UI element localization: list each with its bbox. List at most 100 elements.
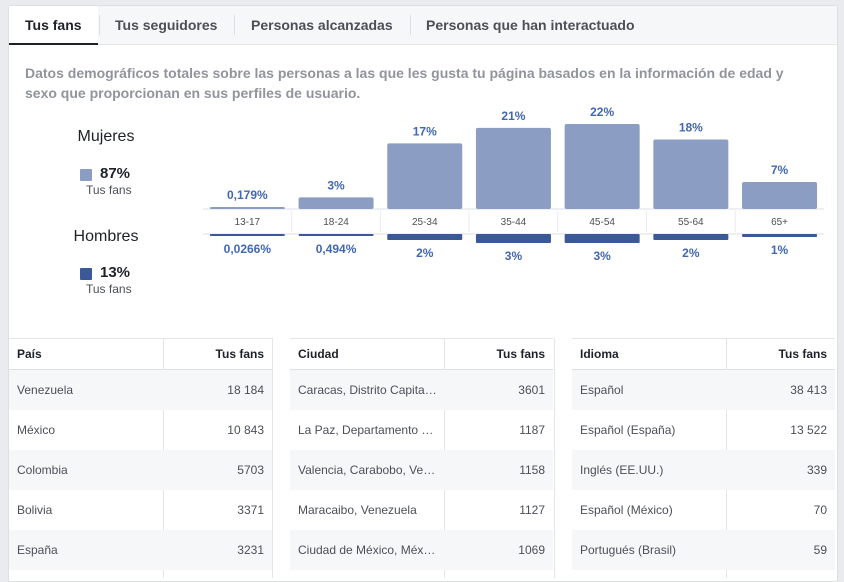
row-label: Portugués (Brasil) (580, 543, 677, 557)
women-bar (564, 124, 640, 209)
row-label: Venezuela (17, 383, 74, 397)
col-header-country[interactable]: País (17, 347, 42, 361)
country-table: País Tus fans Venezuela 18 184 México 10 84… (9, 338, 272, 578)
audience-panel: Tus fans Tus seguidores Personas alcanza… (8, 5, 838, 582)
women-bar-label: 17% (413, 124, 437, 138)
table-header: Ciudad Tus fans (290, 338, 553, 370)
description-text: Datos demográficos totales sobre las per… (25, 65, 784, 101)
row-label: Bolivia (17, 503, 53, 517)
age-tick-label: 65+ (771, 217, 788, 228)
tab-bar: Tus fans Tus seguidores Personas alcanza… (9, 6, 837, 45)
women-bar (209, 207, 285, 209)
row-value: 3231 (237, 543, 264, 557)
tab-tus-seguidores[interactable]: Tus seguidores (115, 17, 218, 33)
women-bar (742, 181, 818, 209)
col-header-fans[interactable]: Tus fans (496, 347, 545, 361)
row-value: 3601 (518, 383, 545, 397)
table-body: Caracas, Distrito Capital, Venezuela 3601… (290, 370, 553, 570)
table-row[interactable]: Español 38 413 (572, 370, 835, 410)
row-value: 10 843 (227, 423, 264, 437)
row-value: 1158 (519, 463, 545, 477)
men-swatch (80, 268, 92, 280)
women-bar-label: 7% (771, 163, 789, 177)
men-bar-label: 3% (505, 249, 523, 263)
row-value: 59 (813, 543, 827, 557)
men-percent: 13% (100, 264, 131, 281)
row-value: 38 413 (790, 383, 827, 397)
age-axis-band (203, 209, 824, 234)
women-bar-label: 22% (590, 105, 614, 119)
table-divider (554, 338, 555, 578)
table-row[interactable]: Maracaibo, Venezuela 1127 (290, 490, 553, 530)
table-header: País Tus fans (9, 338, 272, 370)
city-table: Ciudad Tus fans Caracas, Distrito Capita… (290, 338, 553, 578)
table-row[interactable]: Portugués (Brasil) 59 (572, 530, 835, 570)
table-body: Español 38 413 Español (España) 13 522 Inglé… (572, 370, 835, 570)
women-bar (298, 197, 374, 209)
women-percent: 87% (100, 165, 131, 182)
men-bar (298, 234, 374, 236)
row-value: 18 184 (227, 383, 264, 397)
tab-separator (234, 15, 235, 35)
row-label: Colombia (17, 463, 68, 477)
row-value: 1127 (519, 503, 545, 517)
row-label: Español (España) (580, 423, 676, 437)
table-row[interactable]: Bolivia 3371 (9, 490, 272, 530)
table-row[interactable]: Venezuela 18 184 (9, 370, 272, 410)
women-swatch (80, 169, 92, 181)
row-label: La Paz, Departamento de La Paz, Bolivia (298, 423, 438, 437)
age-tick-label: 25-34 (412, 217, 438, 228)
men-bar (564, 234, 640, 243)
women-bar-label: 3% (327, 178, 345, 192)
row-value: 3371 (237, 503, 264, 517)
col-header-fans[interactable]: Tus fans (215, 347, 264, 361)
table-row[interactable]: Español (España) 13 522 (572, 410, 835, 450)
row-label: Ciudad de México, México (298, 543, 438, 557)
table-row[interactable]: México 10 843 (9, 410, 272, 450)
women-bar-label: 21% (501, 109, 525, 123)
col-header-city[interactable]: Ciudad (298, 347, 339, 361)
table-row[interactable]: España 3231 (9, 530, 272, 570)
women-sub: Tus fans (86, 183, 132, 197)
tab-separator (410, 15, 411, 35)
men-sub: Tus fans (86, 282, 132, 296)
tab-personas-alcanzadas[interactable]: Personas alcanzadas (251, 17, 393, 33)
men-bar (742, 234, 818, 237)
table-row[interactable]: La Paz, Departamento de La Paz, Bolivia 1… (290, 410, 553, 450)
table-divider (272, 338, 273, 578)
women-bar (475, 127, 551, 209)
language-table: Idioma Tus fans Español 38 413 Español (Es… (572, 338, 835, 578)
men-bar-label: 1% (771, 243, 789, 257)
row-label: México (17, 423, 56, 437)
table-row[interactable]: Colombia 5703 (9, 450, 272, 490)
table-row[interactable]: Caracas, Distrito Capital, Venezuela 3601 (290, 370, 553, 410)
row-label: Valencia, Carabobo, Venezuela (298, 463, 438, 477)
age-tick-label: 18-24 (323, 217, 349, 228)
table-row[interactable]: Español (México) 70 (572, 490, 835, 530)
row-label: Maracaibo, Venezuela (298, 503, 417, 517)
age-tick-label: 35-44 (501, 217, 527, 228)
tab-tus-fans[interactable]: Tus fans (9, 6, 98, 45)
row-label: Inglés (EE.UU.) (580, 463, 664, 477)
men-bar-label: 0,0266% (224, 242, 272, 256)
men-bar-label: 2% (416, 246, 434, 260)
table-row[interactable]: Valencia, Carabobo, Venezuela 1158 (290, 450, 553, 490)
age-tick-label: 13-17 (235, 217, 261, 228)
men-bar (653, 234, 729, 240)
table-row[interactable]: Ciudad de México, México 1069 (290, 530, 553, 570)
women-bar (387, 143, 463, 209)
col-header-fans[interactable]: Tus fans (778, 347, 827, 361)
tab-personas-interactuado[interactable]: Personas que han interactuado (426, 17, 635, 33)
men-bar-label: 2% (682, 246, 700, 260)
col-header-language[interactable]: Idioma (580, 347, 619, 361)
row-value: 1187 (519, 423, 545, 437)
row-value: 5703 (237, 463, 264, 477)
table-row[interactable]: Inglés (EE.UU.) 339 (572, 450, 835, 490)
row-label: Español (México) (580, 503, 673, 517)
men-bar (475, 234, 551, 243)
women-bar (653, 139, 729, 209)
age-tick-label: 55-64 (678, 217, 704, 228)
men-bar (387, 234, 463, 240)
age-gender-chart: 0,179% 0,0266% 13-17 3% 0,494% 18-24 17% 2% 25-3… (203, 105, 824, 263)
men-bar (209, 234, 285, 236)
